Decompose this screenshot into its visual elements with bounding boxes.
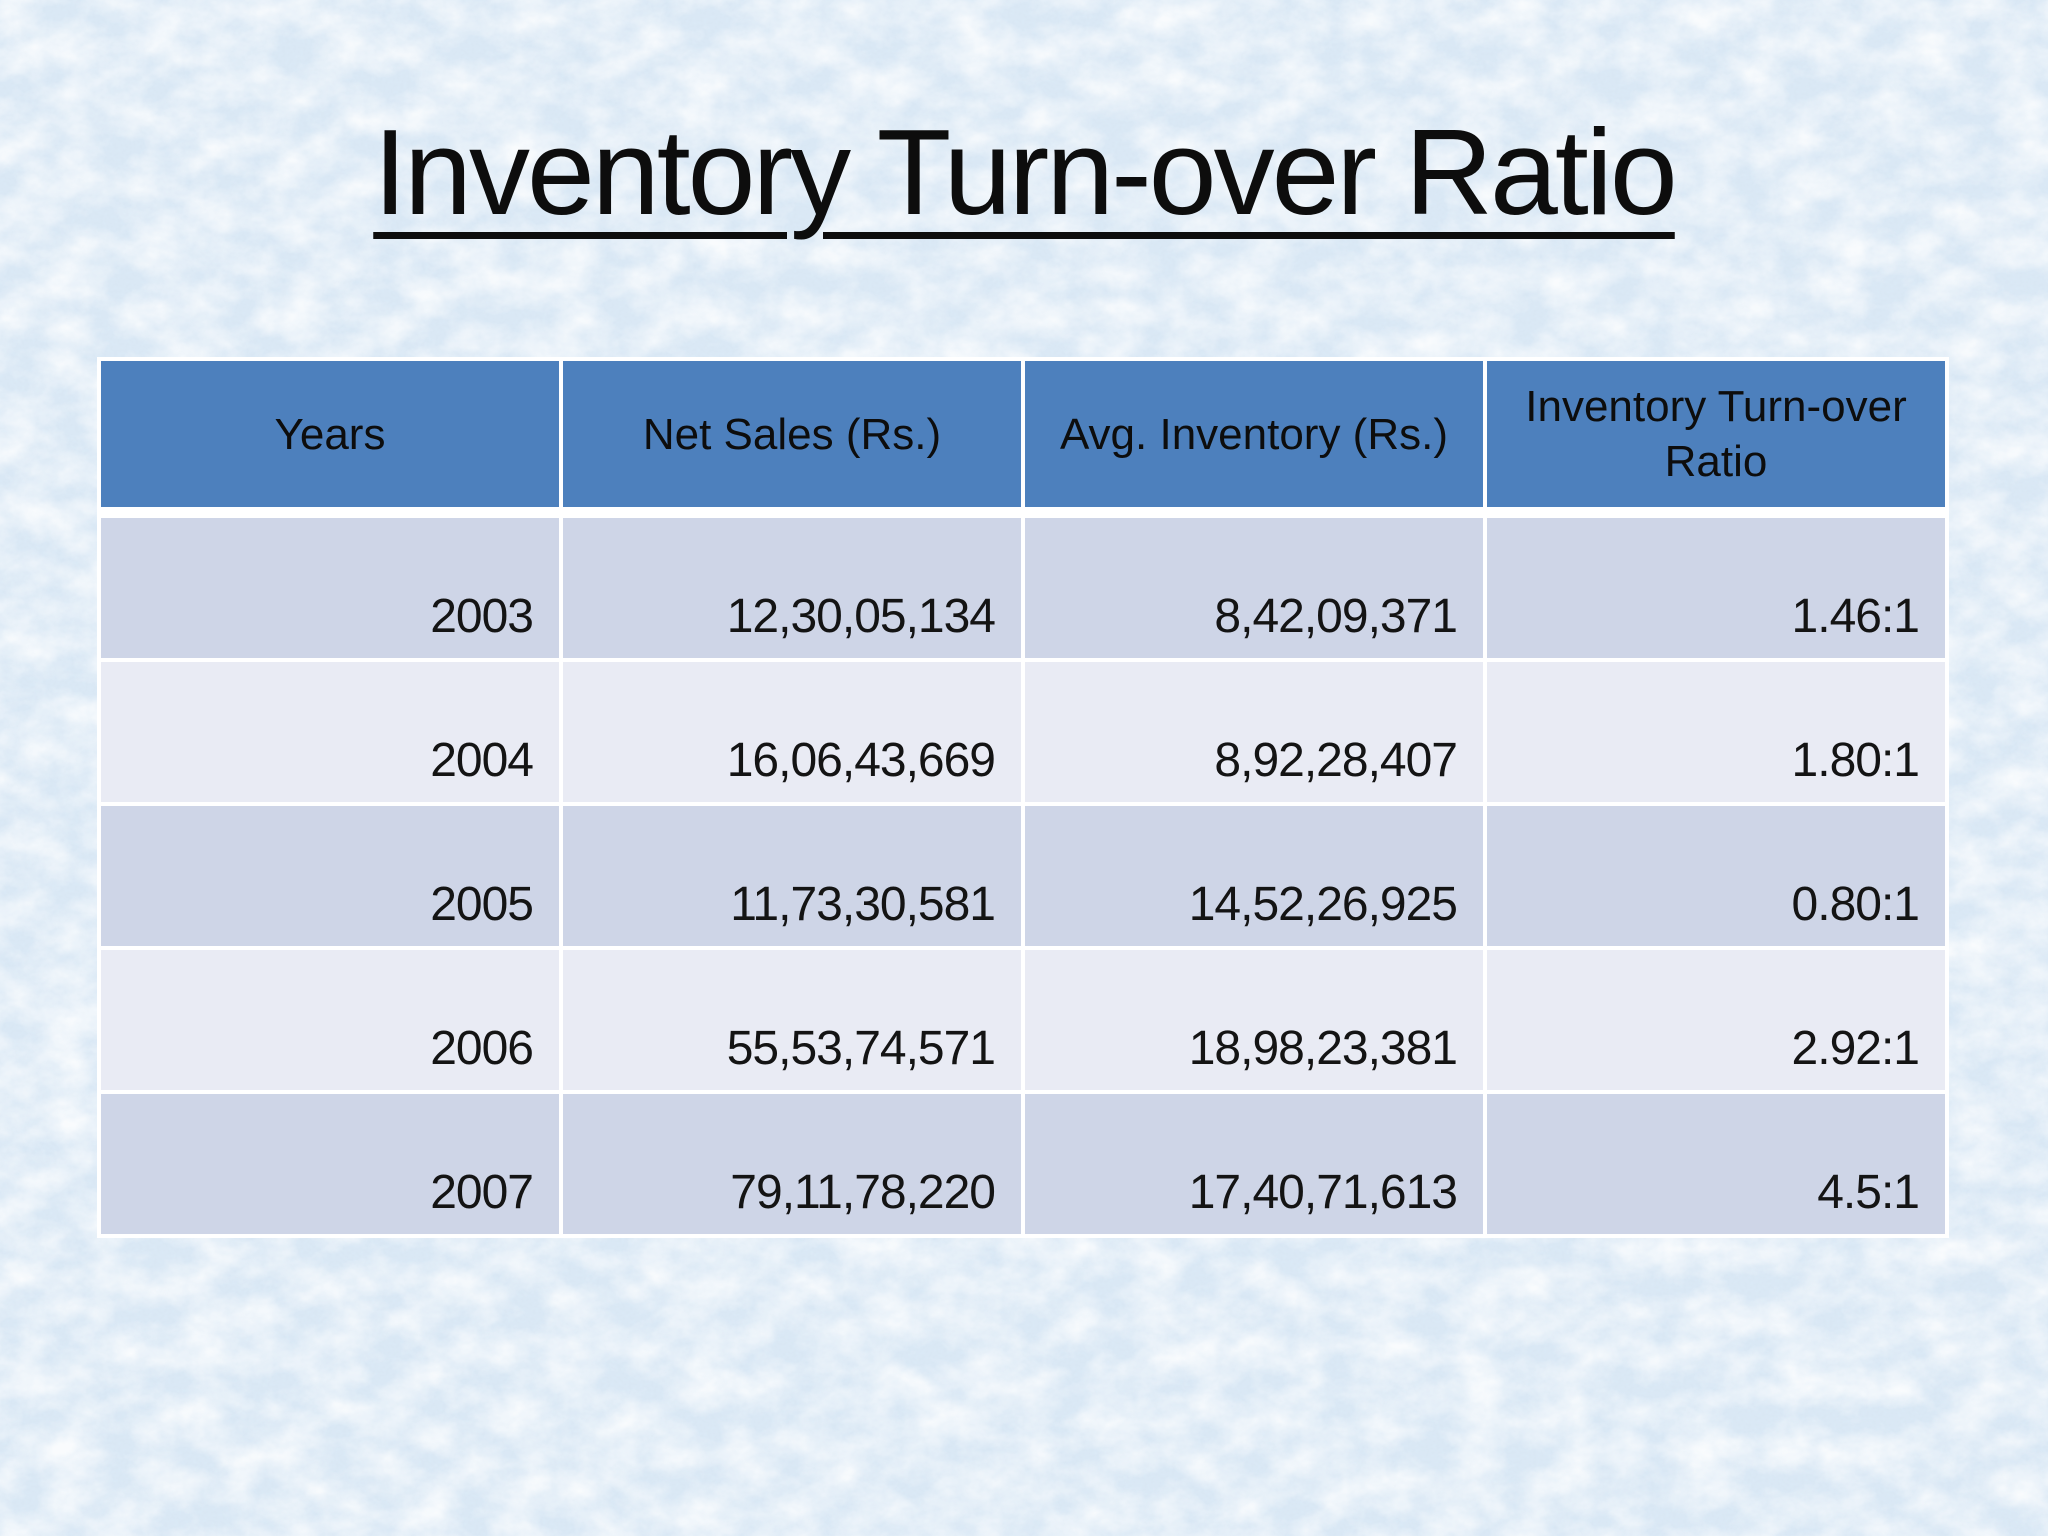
- header-body-divider: [101, 511, 1945, 514]
- header-cell-net-sales: Net Sales (Rs.): [563, 361, 1021, 507]
- cell-year: 2004: [101, 662, 559, 802]
- cell-net-sales: 11,73,30,581: [563, 806, 1021, 946]
- slide-title: Inventory Turn-over Ratio: [373, 104, 1678, 240]
- cell-year: 2003: [101, 518, 559, 658]
- header-cell-turnover-ratio: Inventory Turn-over Ratio: [1487, 361, 1945, 507]
- cell-ratio: 1.46:1: [1487, 518, 1945, 658]
- cell-avg-inventory: 14,52,26,925: [1025, 806, 1483, 946]
- cell-avg-inventory: 8,92,28,407: [1025, 662, 1483, 802]
- cell-avg-inventory: 8,42,09,371: [1025, 518, 1483, 658]
- cell-avg-inventory: 17,40,71,613: [1025, 1094, 1483, 1234]
- cell-net-sales: 55,53,74,571: [563, 950, 1021, 1090]
- header-cell-years: Years: [101, 361, 559, 507]
- data-table: Years Net Sales (Rs.) Avg. Inventory (Rs…: [97, 357, 1949, 1238]
- cell-ratio: 4.5:1: [1487, 1094, 1945, 1234]
- cell-ratio: 2.92:1: [1487, 950, 1945, 1090]
- cell-net-sales: 12,30,05,134: [563, 518, 1021, 658]
- cell-ratio: 0.80:1: [1487, 806, 1945, 946]
- header-cell-avg-inventory: Avg. Inventory (Rs.): [1025, 361, 1483, 507]
- cell-ratio: 1.80:1: [1487, 662, 1945, 802]
- cell-net-sales: 79,11,78,220: [563, 1094, 1021, 1234]
- cell-net-sales: 16,06,43,669: [563, 662, 1021, 802]
- cell-year: 2005: [101, 806, 559, 946]
- cell-avg-inventory: 18,98,23,381: [1025, 950, 1483, 1090]
- cell-year: 2006: [101, 950, 559, 1090]
- cell-year: 2007: [101, 1094, 559, 1234]
